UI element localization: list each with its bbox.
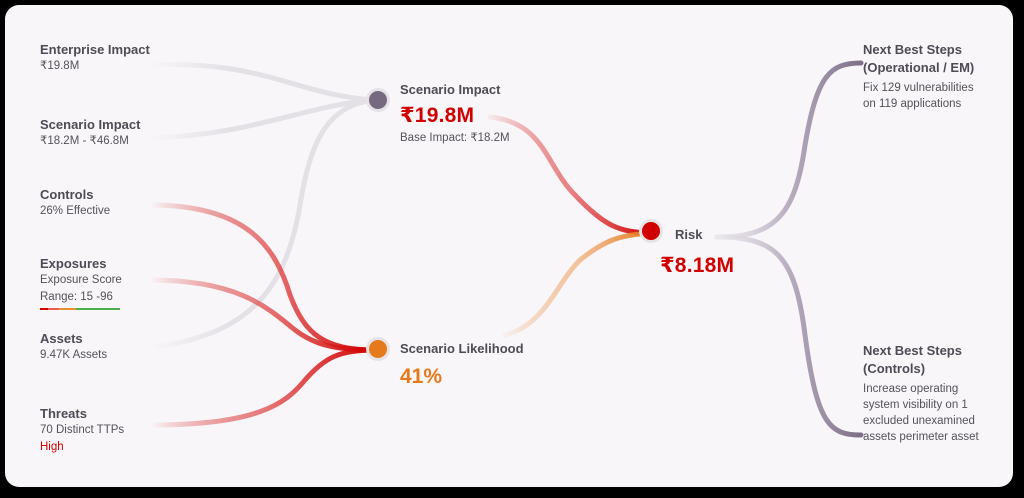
next-steps-desc: Fix 129 vulnerabilities xyxy=(863,82,974,94)
input-controls: Controls 26% Effective xyxy=(40,186,110,220)
scenario-likelihood-node: Scenario Likelihood 41% xyxy=(400,341,524,389)
likelihood-node-dot-icon[interactable] xyxy=(366,337,390,361)
next-steps-operational: Next Best Steps (Operational / EM) Fix 1… xyxy=(863,41,974,112)
risk-flow-card: Enterprise Impact ₹19.8M Scenario Impact… xyxy=(5,5,1013,487)
input-title: Assets xyxy=(40,331,83,346)
next-steps-subtitle: (Operational / EM) xyxy=(863,60,975,75)
input-value: Exposure Score xyxy=(40,274,122,286)
risk-value-wrap: ₹8.18M xyxy=(660,253,734,278)
next-steps-desc: system visibility on 1 xyxy=(863,399,968,411)
threat-severity: High xyxy=(40,441,64,453)
scenario-impact-node: Scenario Impact ₹19.8M Base Impact: ₹18.… xyxy=(400,82,510,144)
input-threats: Threats 70 Distinct TTPs High xyxy=(40,405,124,456)
flow-links xyxy=(147,60,864,438)
scenario-impact-title: Scenario Impact xyxy=(400,82,501,97)
next-steps-subtitle: (Controls) xyxy=(863,361,926,376)
input-title: Threats xyxy=(40,406,87,421)
input-value: 26% Effective xyxy=(40,205,111,217)
scenario-likelihood-value: 41% xyxy=(400,365,443,388)
next-steps-desc: on 119 applications xyxy=(863,98,962,110)
input-value: ₹19.8M xyxy=(40,60,80,72)
risk-title: Risk xyxy=(675,227,703,242)
input-exposures: Exposures Exposure Score Range: 15 -96 xyxy=(40,255,122,310)
input-value: 70 Distinct TTPs xyxy=(40,424,125,436)
next-steps-desc: excluded unexamined xyxy=(863,415,975,427)
risk-node-dot-icon[interactable] xyxy=(639,219,663,243)
scenario-likelihood-title: Scenario Likelihood xyxy=(400,341,524,356)
next-steps-title: Next Best Steps xyxy=(863,343,962,358)
input-title: Scenario Impact xyxy=(40,117,141,132)
input-value: 9.47K Assets xyxy=(40,349,108,361)
base-impact-label: Base Impact: ₹18.2M xyxy=(400,132,510,144)
input-value: ₹18.2M - ₹46.8M xyxy=(40,135,129,147)
input-title: Exposures xyxy=(40,256,107,271)
input-title: Enterprise Impact xyxy=(40,42,150,57)
next-steps-desc: assets perimeter asset xyxy=(863,431,979,443)
risk-value: ₹8.18M xyxy=(660,254,735,277)
input-enterprise-impact: Enterprise Impact ₹19.8M xyxy=(40,41,150,75)
input-range: Range: 15 -96 xyxy=(40,291,113,303)
next-steps-controls: Next Best Steps (Controls) Increase oper… xyxy=(863,342,979,445)
risk-node: Risk xyxy=(675,227,702,242)
scenario-impact-value: ₹19.8M xyxy=(400,104,475,127)
next-steps-title: Next Best Steps xyxy=(863,42,962,57)
input-title: Controls xyxy=(40,187,94,202)
next-steps-desc: Increase operating xyxy=(863,383,959,395)
impact-node-dot-icon[interactable] xyxy=(366,88,390,112)
input-scenario-impact: Scenario Impact ₹18.2M - ₹46.8M xyxy=(40,116,140,150)
exposure-range-bar xyxy=(40,308,120,310)
input-assets: Assets 9.47K Assets xyxy=(40,330,107,364)
